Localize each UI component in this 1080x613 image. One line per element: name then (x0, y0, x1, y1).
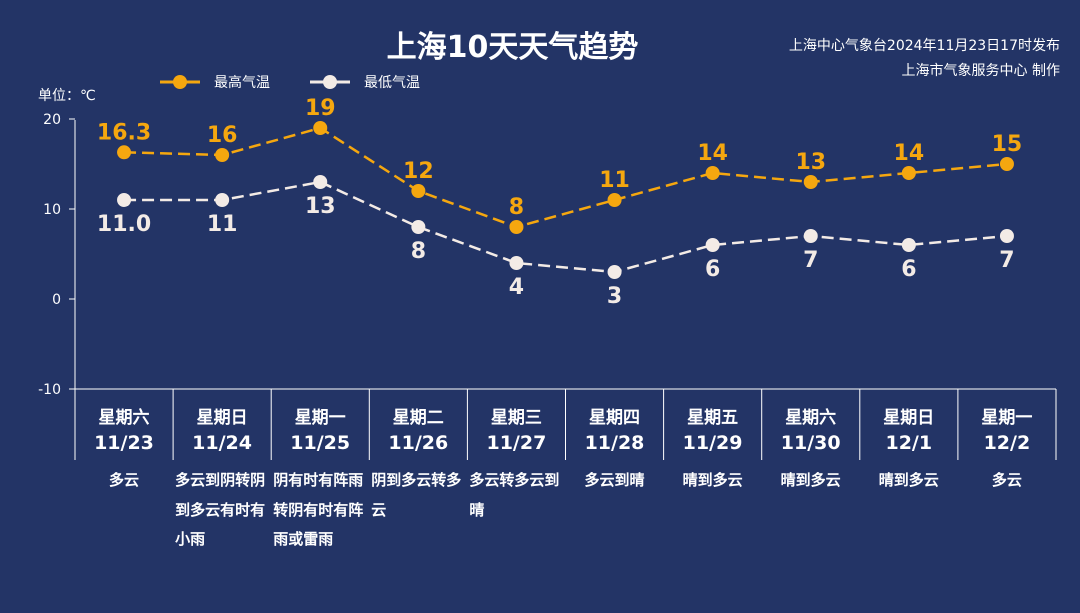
high-temp-line (124, 126, 1008, 229)
weekday-label: 星期三 (490, 408, 542, 428)
date-label: 12/2 (983, 432, 1031, 454)
weather-description: 晴到多云 (878, 471, 939, 489)
high-temp-label: 16.3 (97, 120, 151, 145)
low-temp-point (803, 229, 818, 243)
weekday-label: 星期四 (589, 408, 640, 428)
high-temp-point (117, 145, 132, 160)
date-label: 11/24 (192, 432, 252, 454)
low-temp-label: 11.0 (97, 212, 151, 237)
high-temp-point (705, 166, 720, 180)
high-temp-point (901, 166, 916, 180)
legend-high: 最高气温 (160, 72, 270, 92)
low-temp-point (705, 238, 720, 252)
date-label: 11/23 (94, 432, 154, 454)
weather-description: 多云到阴转阴到多云有时有小雨 (175, 471, 266, 548)
low-temp-point (509, 256, 524, 270)
chart-title: 上海10天天气趋势 (386, 30, 639, 65)
date-label: 11/27 (486, 432, 547, 454)
y-axis-unit: 单位：℃ (38, 88, 96, 104)
date-label: 11/25 (290, 432, 351, 454)
date-label: 11/28 (584, 432, 645, 454)
date-label: 12/1 (885, 432, 933, 454)
high-temp-label: 16 (207, 123, 238, 148)
high-temp-label: 15 (992, 132, 1023, 157)
high-temp-label: 19 (305, 96, 336, 121)
weather-description: 多云转多云到晴 (469, 471, 560, 519)
weekday-label: 星期日 (196, 408, 248, 428)
y-tick-label: 10 (43, 202, 61, 218)
low-temp-label: 7 (999, 248, 1014, 273)
low-temp-point (411, 220, 426, 234)
high-temp-point (411, 184, 426, 198)
low-temp-label: 11 (207, 212, 238, 237)
date-label: 11/29 (682, 432, 743, 454)
legend-low: 最低气温 (310, 72, 420, 92)
weekday-label: 星期一 (294, 408, 346, 428)
weekday-label: 星期日 (883, 408, 935, 428)
high-temp-point (313, 121, 328, 135)
source-producer: 上海市气象服务中心 制作 (901, 63, 1060, 79)
high-temp-point (607, 193, 622, 207)
low-temp-label: 6 (705, 257, 720, 282)
y-tick-label: -10 (38, 382, 61, 398)
low-temp-label: 3 (607, 284, 622, 309)
high-temp-label: 11 (599, 168, 630, 193)
weather-description: 晴到多云 (682, 471, 743, 489)
low-temp-label: 4 (509, 275, 524, 300)
high-temp-label: 14 (894, 141, 925, 166)
weather-description: 阴有时有阵雨转阴有时有阵雨或雷雨 (273, 471, 364, 548)
legend-high-label: 最高气温 (214, 75, 270, 91)
weather-description: 多云 (108, 471, 139, 489)
weekday-label: 星期六 (785, 408, 837, 428)
weather-description: 多云 (991, 471, 1022, 489)
high-temp-label: 13 (795, 150, 826, 175)
weather-description: 多云到晴 (584, 471, 645, 489)
weekday-label: 星期一 (981, 408, 1033, 428)
low-temp-line (124, 180, 1008, 274)
low-temp-label: 8 (411, 239, 426, 264)
weekday-label: 星期六 (98, 408, 150, 428)
low-temp-label: 6 (901, 257, 916, 282)
y-tick-label: 20 (43, 112, 61, 128)
low-temp-point (607, 265, 622, 279)
date-label: 11/26 (388, 432, 449, 454)
weekday-label: 星期二 (392, 408, 444, 428)
high-temp-label: 14 (697, 141, 728, 166)
y-tick-label: 0 (52, 292, 61, 308)
low-temp-point (117, 193, 132, 207)
low-temp-label: 13 (305, 194, 336, 219)
legend-low-label: 最低气温 (364, 75, 420, 91)
high-temp-point (803, 175, 818, 189)
high-temp-point (509, 220, 524, 234)
low-temp-point (313, 175, 328, 189)
low-temp-point (901, 238, 916, 252)
high-temp-label: 8 (509, 195, 524, 220)
source-publish: 上海中心气象台2024年11月23日17时发布 (788, 38, 1060, 54)
legend-low-marker-icon (310, 75, 350, 89)
legend-high-marker-icon (160, 75, 200, 89)
date-label: 11/30 (780, 432, 841, 454)
low-temp-point (999, 229, 1014, 243)
weather-description: 晴到多云 (780, 471, 841, 489)
low-temp-label: 7 (803, 248, 818, 273)
weather-description: 阴到多云转多云 (371, 471, 462, 519)
weekday-label: 星期五 (687, 408, 739, 428)
high-temp-label: 12 (403, 159, 434, 184)
low-temp-point (215, 193, 230, 207)
high-temp-point (999, 157, 1014, 171)
high-temp-point (215, 148, 230, 162)
